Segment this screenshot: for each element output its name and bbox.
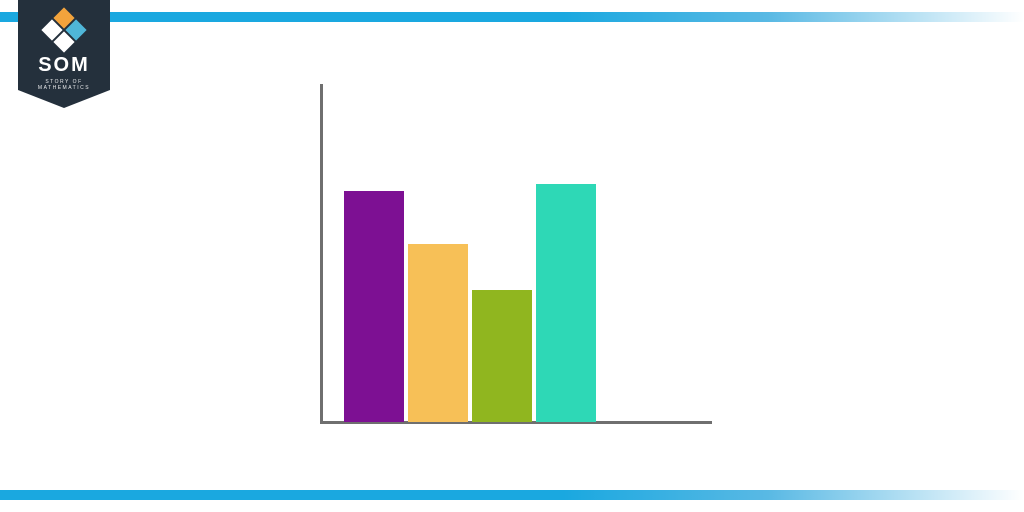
bar-2 bbox=[408, 244, 468, 422]
bar-1 bbox=[344, 191, 404, 422]
bar-4 bbox=[536, 184, 596, 422]
badge-content: SOM STORY OF MATHEMATICS bbox=[18, 0, 110, 91]
brand-text: SOM bbox=[18, 54, 110, 77]
plot-area bbox=[322, 92, 702, 422]
bars-group bbox=[322, 92, 702, 422]
top-stripe bbox=[0, 12, 1024, 22]
bar-chart bbox=[312, 82, 712, 432]
som-logo-icon bbox=[41, 7, 86, 52]
frame: SOM STORY OF MATHEMATICS bbox=[0, 0, 1024, 512]
brand-tagline: STORY OF MATHEMATICS bbox=[18, 79, 110, 91]
bar-3 bbox=[472, 290, 532, 422]
brand-badge: SOM STORY OF MATHEMATICS bbox=[18, 0, 110, 108]
bottom-stripe bbox=[0, 490, 1024, 500]
